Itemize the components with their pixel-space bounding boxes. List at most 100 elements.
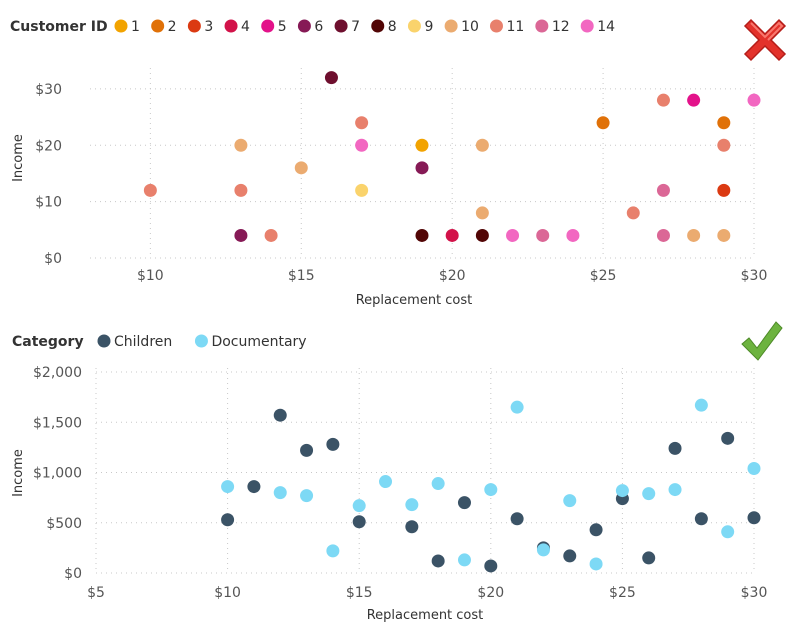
data-point[interactable] <box>234 183 248 197</box>
data-point[interactable] <box>536 228 550 242</box>
data-point[interactable] <box>721 525 735 539</box>
data-point[interactable] <box>694 398 708 412</box>
data-point[interactable] <box>747 461 761 475</box>
legend-marker <box>97 334 111 348</box>
data-point[interactable] <box>234 228 248 242</box>
customer-scatter-chart: Customer ID 1 2 3 4 5 6 7 8 9 10 11 12 14 $0$10$20$3… <box>10 18 787 308</box>
legend-item[interactable]: 6 <box>297 19 324 35</box>
data-point[interactable] <box>355 116 369 130</box>
data-point[interactable] <box>717 138 731 152</box>
data-point[interactable] <box>247 480 261 494</box>
legend-label: 12 <box>552 19 570 35</box>
data-point[interactable] <box>717 228 731 242</box>
data-point[interactable] <box>300 443 314 457</box>
data-point[interactable] <box>415 228 429 242</box>
data-point[interactable] <box>234 138 248 152</box>
data-point[interactable] <box>484 483 498 497</box>
legend-item[interactable]: 3 <box>187 19 213 35</box>
legend-label: 9 <box>424 19 433 35</box>
data-point[interactable] <box>445 228 459 242</box>
data-point[interactable] <box>324 71 338 85</box>
legend-title: Customer ID <box>10 19 108 35</box>
data-point[interactable] <box>273 408 287 422</box>
legend-item[interactable]: 4 <box>224 19 251 35</box>
data-point[interactable] <box>510 512 524 526</box>
data-point[interactable] <box>668 441 682 455</box>
data-point[interactable] <box>355 138 369 152</box>
data-point[interactable] <box>415 138 429 152</box>
legend-item[interactable]: 7 <box>334 19 360 35</box>
legend-item[interactable]: Children <box>97 334 173 350</box>
data-point[interactable] <box>294 161 308 175</box>
data-point[interactable] <box>264 228 278 242</box>
data-point[interactable] <box>656 93 670 107</box>
data-point[interactable] <box>405 520 419 534</box>
data-point[interactable] <box>379 475 393 489</box>
data-point[interactable] <box>717 116 731 130</box>
legend-label: 11 <box>506 19 524 35</box>
legend-item[interactable]: 11 <box>489 19 524 35</box>
data-point[interactable] <box>506 228 520 242</box>
data-point[interactable] <box>475 228 489 242</box>
data-point[interactable] <box>656 228 670 242</box>
data-point[interactable] <box>457 496 471 510</box>
data-point[interactable] <box>642 551 656 565</box>
data-point[interactable] <box>510 400 524 414</box>
data-point[interactable] <box>563 549 577 563</box>
legend-item[interactable]: 12 <box>535 19 570 35</box>
data-point[interactable] <box>143 183 157 197</box>
legend-item[interactable]: 10 <box>444 19 479 35</box>
data-point[interactable] <box>717 183 731 197</box>
data-point[interactable] <box>536 543 550 557</box>
data-point[interactable] <box>656 183 670 197</box>
data-point[interactable] <box>747 511 761 525</box>
data-point[interactable] <box>721 431 735 445</box>
legend-item[interactable]: 2 <box>151 19 177 35</box>
data-point[interactable] <box>457 553 471 567</box>
data-point[interactable] <box>484 559 498 573</box>
data-point[interactable] <box>475 206 489 220</box>
data-point[interactable] <box>405 498 419 512</box>
y-axis-title: Income <box>11 134 26 182</box>
data-point[interactable] <box>326 544 340 558</box>
data-point[interactable] <box>596 116 610 130</box>
data-point[interactable] <box>431 477 445 491</box>
legend-marker <box>371 19 385 33</box>
data-point[interactable] <box>694 512 708 526</box>
data-point[interactable] <box>355 183 369 197</box>
y-tick-label: $500 <box>46 516 82 532</box>
data-point[interactable] <box>475 138 489 152</box>
data-point[interactable] <box>563 494 577 508</box>
data-point[interactable] <box>300 489 314 503</box>
data-point[interactable] <box>415 161 429 175</box>
data-point[interactable] <box>273 486 287 500</box>
data-point[interactable] <box>626 206 640 220</box>
data-point[interactable] <box>668 483 682 497</box>
legend-marker <box>261 19 275 33</box>
legend-marker <box>224 19 238 33</box>
data-point[interactable] <box>687 228 701 242</box>
data-point[interactable] <box>589 523 603 537</box>
data-point[interactable] <box>566 228 580 242</box>
data-point[interactable] <box>642 487 656 501</box>
legend-label: Children <box>114 334 172 350</box>
data-point[interactable] <box>431 554 445 568</box>
data-point[interactable] <box>589 557 603 571</box>
legend-item[interactable]: 5 <box>261 19 287 35</box>
data-point[interactable] <box>221 480 235 494</box>
legend-item[interactable]: 9 <box>407 19 433 35</box>
data-point[interactable] <box>326 437 340 451</box>
legend-item[interactable]: 8 <box>371 19 397 35</box>
legend-item[interactable]: 14 <box>580 19 615 35</box>
legend-item[interactable]: 1 <box>114 19 140 35</box>
data-point[interactable] <box>615 484 629 498</box>
y-tick-label: $2,000 <box>33 365 82 381</box>
data-point[interactable] <box>352 499 366 513</box>
legend-item[interactable]: Documentary <box>194 334 307 350</box>
legend-marker <box>194 334 208 348</box>
data-point[interactable] <box>687 93 701 107</box>
x-tick-label: $15 <box>288 268 315 284</box>
data-point[interactable] <box>221 513 235 527</box>
data-point[interactable] <box>352 515 366 529</box>
data-point[interactable] <box>747 93 761 107</box>
